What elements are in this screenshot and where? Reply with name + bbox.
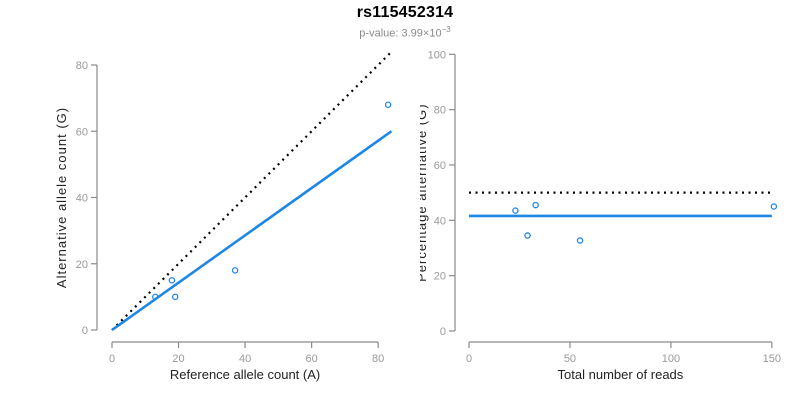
y-tick-label: 40 <box>76 193 88 205</box>
data-point <box>532 201 539 209</box>
x-tick-label: 20 <box>172 353 184 365</box>
data-point <box>384 101 392 109</box>
y-tick-label: 60 <box>434 160 446 172</box>
y-tick-label: 80 <box>76 60 88 72</box>
fitted-line <box>111 130 393 332</box>
allele-counts-plot: 0 20 40 60 80 0 20 40 60 80 Reference allele count… <box>54 50 393 382</box>
percentage-alternative-plot: 0 20 40 60 80 100 0 50 100 150 Total number of rea… <box>420 49 781 382</box>
y-tick-label: 100 <box>428 49 446 61</box>
y-tick-label: 0 <box>440 326 446 338</box>
y-tick-label: 20 <box>434 271 446 283</box>
data-point <box>512 207 519 214</box>
x-axis-title: Total number of reads <box>558 367 684 382</box>
x-tick-label: 40 <box>239 353 251 365</box>
y-tick-label: 20 <box>76 259 88 271</box>
data-point <box>770 203 778 210</box>
x-tick-label: 80 <box>372 353 384 365</box>
x-axis-title: Reference allele count (A) <box>170 367 320 382</box>
x-tick-label: 0 <box>466 353 472 365</box>
y-axis-title: Percentage alternative (G) <box>420 103 429 281</box>
y-tick-label: 60 <box>76 126 88 138</box>
plot-title: rs115452314 <box>356 4 454 21</box>
x-tick-label: 50 <box>564 353 576 365</box>
data-point <box>524 232 531 239</box>
pvalue-text: p-value: 3.99×10 <box>359 27 442 40</box>
x-tick-label: 60 <box>305 353 317 365</box>
data-point <box>152 293 159 301</box>
y-axis-title: Alternative allele count (G) <box>54 107 69 288</box>
data-point <box>231 267 239 274</box>
pvalue-exponent: −3 <box>441 25 451 34</box>
figure-header: rs115452314 p-value: 3.99×10−3 <box>0 4 800 40</box>
y-tick-label: 0 <box>82 325 88 337</box>
data-point <box>168 277 176 284</box>
data-point <box>171 293 179 301</box>
x-tick-label: 150 <box>763 353 781 365</box>
x-tick-label: 100 <box>662 353 680 365</box>
identity-line <box>111 50 393 331</box>
data-point <box>576 237 584 244</box>
plot-subtitle: p-value: 3.99×10−3 <box>0 25 800 40</box>
x-tick-label: 0 <box>109 353 115 365</box>
y-tick-label: 80 <box>434 105 446 117</box>
y-tick-label: 40 <box>434 215 446 227</box>
